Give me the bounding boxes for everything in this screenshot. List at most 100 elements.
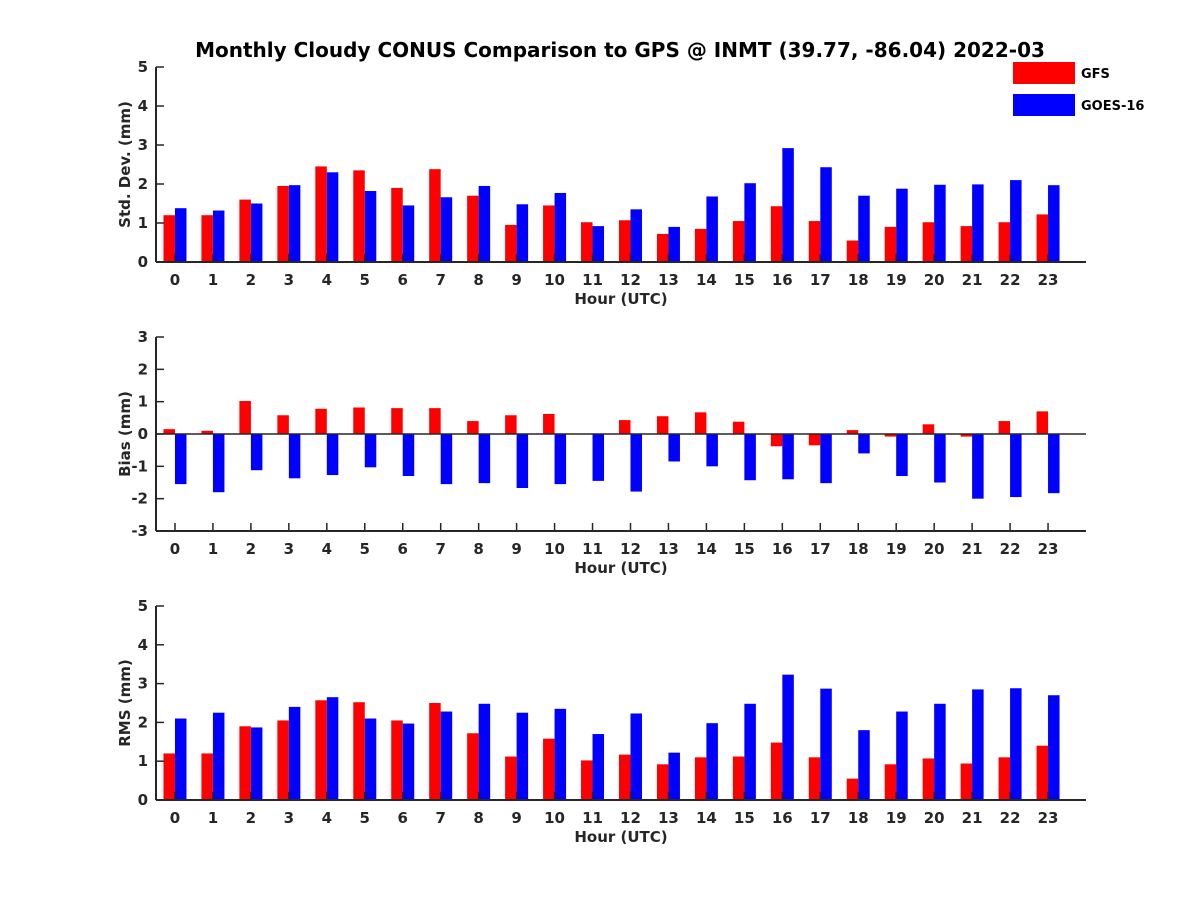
x-tick-label: 22 — [1000, 809, 1021, 827]
x-tick-label: 16 — [772, 271, 793, 289]
bar-goes-16-hour-6 — [402, 434, 415, 477]
bar-goes-16-hour-21 — [972, 184, 984, 262]
bar-gfs-hour-5 — [353, 170, 365, 262]
bar-goes-16-hour-17 — [820, 434, 832, 484]
bar-gfs-hour-17 — [808, 434, 821, 446]
bar-gfs-hour-23 — [1036, 745, 1049, 800]
x-tick-label: 1 — [208, 540, 218, 558]
bar-gfs-hour-9 — [505, 224, 517, 262]
bar-goes-16-hour-11 — [592, 434, 605, 481]
bar-goes-16-hour-2 — [250, 203, 263, 262]
x-tick-label: 20 — [924, 540, 945, 558]
bar-gfs-hour-3 — [277, 720, 289, 800]
bar-goes-16-hour-16 — [782, 148, 794, 262]
bar-gfs-hour-10 — [543, 413, 555, 434]
x-tick-label: 14 — [696, 271, 717, 289]
x-tick-label: 9 — [511, 809, 521, 827]
bar-goes-16-hour-2 — [250, 434, 263, 471]
bar-goes-16-hour-16 — [782, 674, 794, 800]
x-tick-label: 23 — [1038, 271, 1059, 289]
bar-goes-16-hour-21 — [972, 434, 984, 499]
bar-gfs-hour-6 — [391, 187, 403, 262]
legend: GFS GOES-16 — [1013, 62, 1144, 116]
bar-gfs-hour-19 — [884, 226, 897, 262]
x-tick-label: 16 — [772, 809, 793, 827]
bar-gfs-hour-15 — [732, 421, 745, 434]
y-tick-label: 2 — [138, 360, 148, 378]
x-tick-label: 23 — [1038, 809, 1059, 827]
bar-gfs-hour-18 — [846, 430, 859, 434]
bar-goes-16-hour-7 — [440, 197, 453, 262]
x-tick-label: 8 — [473, 809, 483, 827]
x-tick-label: 7 — [435, 271, 445, 289]
x-tick-label: 1 — [208, 271, 218, 289]
x-tick-label: 10 — [544, 271, 565, 289]
bar-goes-16-hour-9 — [516, 204, 529, 262]
bar-goes-16-hour-22 — [1010, 688, 1022, 800]
bar-gfs-hour-3 — [277, 185, 289, 262]
bar-gfs-hour-2 — [239, 199, 251, 262]
x-tick-label: 8 — [473, 540, 483, 558]
x-tick-label: 17 — [810, 540, 831, 558]
bar-gfs-hour-22 — [998, 222, 1011, 262]
x-tick-label: 2 — [246, 271, 256, 289]
bar-goes-16-hour-18 — [858, 195, 870, 262]
bar-gfs-hour-2 — [239, 726, 251, 800]
bar-goes-16-hour-5 — [364, 191, 377, 262]
bar-gfs-hour-7 — [429, 408, 441, 434]
bar-goes-16-hour-21 — [972, 689, 984, 800]
bar-goes-16-hour-12 — [630, 713, 642, 800]
bar-gfs-hour-22 — [998, 757, 1011, 800]
bar-goes-16-hour-19 — [896, 188, 908, 262]
bar-gfs-hour-12 — [618, 420, 631, 434]
x-tick-label: 11 — [582, 809, 603, 827]
x-tick-label: 22 — [1000, 271, 1021, 289]
bar-goes-16-hour-22 — [1010, 180, 1022, 262]
bar-goes-16-hour-15 — [744, 434, 756, 481]
x-tick-label: 17 — [810, 809, 831, 827]
bar-gfs-hour-20 — [922, 424, 935, 434]
bar-gfs-hour-15 — [732, 756, 745, 800]
bar-goes-16-hour-10 — [554, 708, 567, 800]
x-tick-label: 21 — [962, 540, 983, 558]
bar-goes-16-hour-2 — [250, 727, 263, 800]
bar-goes-16-hour-20 — [934, 703, 946, 800]
y-tick-label: -2 — [131, 490, 148, 508]
y-axis-label: RMS (mm) — [116, 659, 134, 746]
bar-gfs-hour-14 — [694, 757, 707, 800]
bar-goes-16-hour-13 — [668, 752, 680, 800]
bar-goes-16-hour-1 — [212, 434, 225, 493]
bar-gfs-hour-7 — [429, 703, 441, 800]
bar-goes-16-hour-6 — [402, 723, 415, 800]
bar-goes-16-hour-8 — [478, 703, 491, 800]
bar-goes-16-hour-3 — [288, 706, 301, 800]
bar-gfs-hour-16 — [770, 206, 783, 262]
y-tick-label: 1 — [138, 393, 148, 411]
bar-gfs-hour-5 — [353, 702, 365, 800]
chart-title: Monthly Cloudy CONUS Comparison to GPS @… — [195, 38, 1045, 62]
bar-gfs-hour-12 — [618, 754, 631, 800]
legend-swatch-1 — [1013, 94, 1075, 116]
bar-gfs-hour-0 — [163, 753, 175, 800]
bar-goes-16-hour-17 — [820, 167, 832, 262]
bar-goes-16-hour-3 — [288, 434, 301, 479]
bar-goes-16-hour-4 — [326, 697, 339, 800]
bar-goes-16-hour-14 — [706, 723, 718, 800]
bar-goes-16-hour-3 — [288, 185, 301, 262]
bar-goes-16-hour-0 — [174, 208, 187, 262]
bar-gfs-hour-14 — [694, 228, 707, 262]
x-tick-label: 2 — [246, 540, 256, 558]
y-tick-label: 1 — [138, 214, 148, 232]
x-tick-label: 1 — [208, 809, 218, 827]
bar-gfs-hour-11 — [581, 760, 593, 800]
bar-gfs-hour-18 — [846, 240, 859, 262]
x-tick-label: 15 — [734, 540, 755, 558]
bar-gfs-hour-17 — [808, 221, 821, 262]
bar-gfs-hour-20 — [922, 758, 935, 800]
bar-goes-16-hour-12 — [630, 434, 642, 492]
bar-gfs-hour-1 — [201, 215, 213, 262]
bar-goes-16-hour-1 — [212, 712, 225, 800]
bar-gfs-hour-14 — [694, 412, 707, 434]
bar-gfs-hour-3 — [277, 415, 289, 434]
